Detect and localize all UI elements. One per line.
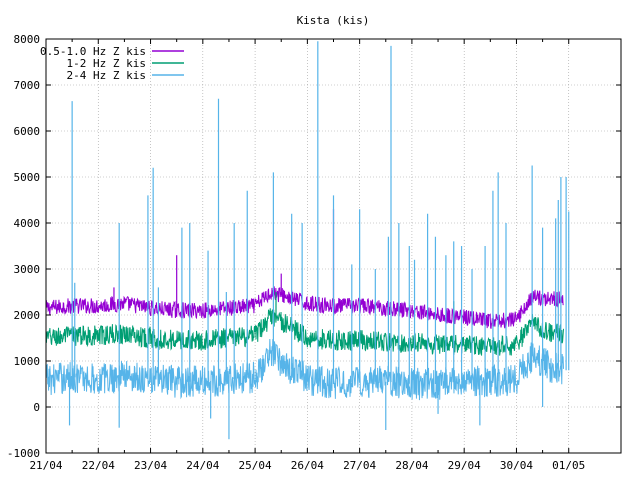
y-tick-label: 7000 xyxy=(14,79,41,92)
x-tick-label: 27/04 xyxy=(343,459,376,472)
x-axis: 21/04 22/04 23/04 24/04 25/04 26/04 27/04 28/04… xyxy=(29,39,585,472)
x-tick-label: 23/04 xyxy=(134,459,167,472)
y-tick-label: 3000 xyxy=(14,263,41,276)
grid xyxy=(45,38,621,454)
series-line-2 xyxy=(45,338,564,401)
x-tick-label: 21/04 xyxy=(29,459,62,472)
y-tick-label: 5000 xyxy=(14,171,41,184)
y-tick-label: 1000 xyxy=(14,355,41,368)
x-tick-label: 29/04 xyxy=(448,459,481,472)
x-tick-label: 28/04 xyxy=(395,459,428,472)
x-tick-label: 30/04 xyxy=(500,459,533,472)
legend-label: 1-2 Hz Z kis xyxy=(67,57,146,70)
series-line-0 xyxy=(45,286,564,329)
y-axis: -1000 0 1000 2000 3000 4000 5000 6000 7000 8000 xyxy=(7,33,621,460)
x-tick-label: 01/05 xyxy=(552,459,585,472)
legend-label: 0.5-1.0 Hz Z kis xyxy=(40,45,146,58)
y-tick-label: 4000 xyxy=(14,217,41,230)
y-tick-label: -1000 xyxy=(7,447,40,460)
x-tick-label: 25/04 xyxy=(239,459,272,472)
x-tick-label: 22/04 xyxy=(82,459,115,472)
x-tick-label: 26/04 xyxy=(291,459,324,472)
y-tick-label: 2000 xyxy=(14,309,41,322)
legend-label: 2-4 Hz Z kis xyxy=(67,69,146,82)
y-tick-label: 8000 xyxy=(14,33,41,46)
chart-title: Kista (kis) xyxy=(297,14,370,27)
series-line-1 xyxy=(45,308,564,356)
series-layer xyxy=(45,41,570,440)
y-tick-label: 0 xyxy=(33,401,40,414)
y-tick-label: 6000 xyxy=(14,125,41,138)
x-tick-label: 24/04 xyxy=(186,459,219,472)
